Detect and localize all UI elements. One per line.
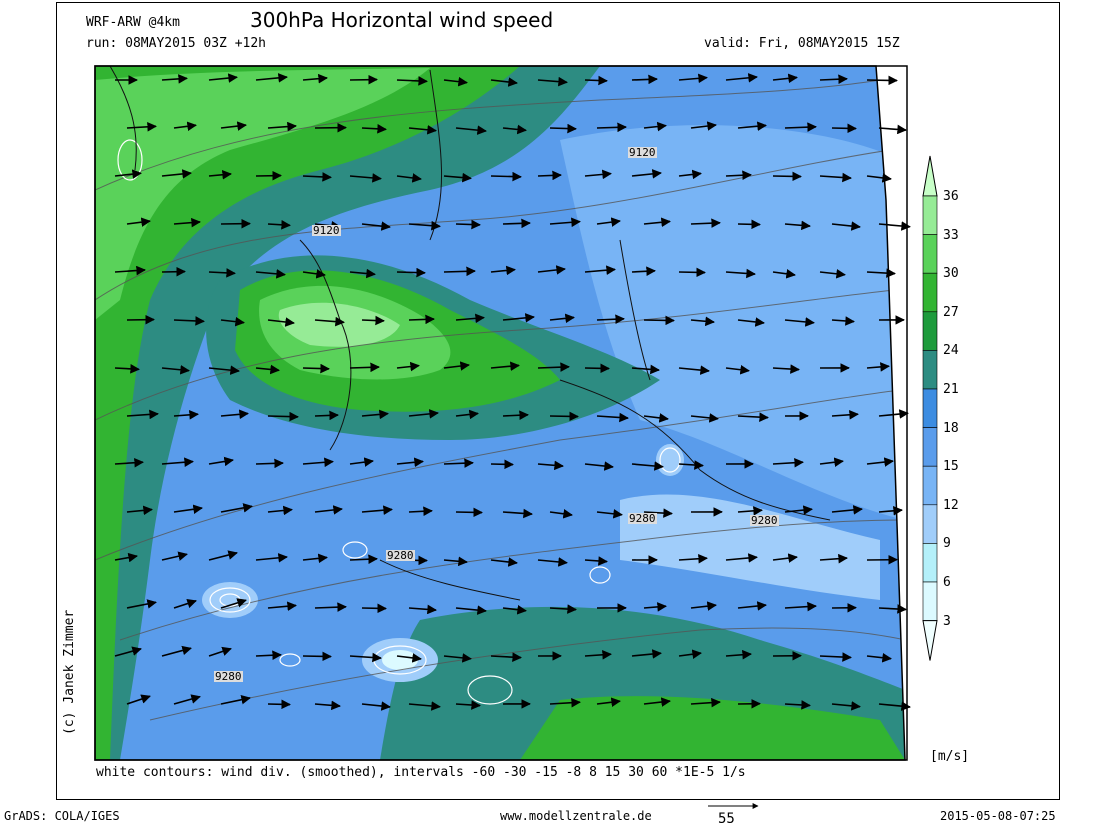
wind-arrow — [268, 704, 290, 705]
contour-label: 9120 — [312, 225, 341, 236]
wind-arrow — [538, 175, 561, 176]
author-credit: (c) Janek Zimmer — [62, 610, 77, 735]
wind-arrow — [444, 271, 475, 272]
wind-arrow — [409, 319, 434, 320]
wind-arrow — [550, 128, 576, 129]
wind-arrow — [550, 416, 578, 417]
wind-arrow — [350, 367, 379, 368]
colorbar-tick-label: 6 — [943, 575, 951, 590]
wind-arrow — [644, 320, 674, 321]
wind-arrow — [585, 368, 609, 369]
colorbar-tick-label: 12 — [943, 498, 959, 513]
timestamp: 2015-05-08-07:25 — [940, 810, 1056, 822]
colorbar-tick-label: 27 — [943, 305, 959, 320]
grads-credit: GrADS: COLA/IGES — [4, 810, 120, 822]
colorbar-segment — [923, 389, 937, 428]
colorbar — [923, 156, 937, 661]
website-url: www.modellzentrale.de — [500, 810, 652, 822]
wind-arrow — [362, 608, 386, 609]
wind-arrow — [268, 416, 298, 417]
wind-arrow — [632, 79, 657, 80]
wind-arrow — [867, 80, 897, 81]
colorbar-segment — [923, 196, 937, 235]
wind-arrow — [303, 368, 329, 369]
wind-arrow — [597, 127, 626, 128]
contour-label: 9280 — [628, 513, 657, 524]
colorbar-segment — [923, 273, 937, 312]
contour-label: 9280 — [214, 671, 243, 682]
colorbar-segment — [923, 428, 937, 467]
colorbar-top-arrow — [923, 156, 937, 196]
colorbar-tick-label: 30 — [943, 266, 959, 281]
wind-arrow — [679, 272, 705, 273]
colorbar-tick-label: 24 — [943, 343, 959, 358]
colorbar-tick-label: 3 — [943, 614, 951, 629]
contour-label: 9280 — [386, 550, 415, 561]
wind-arrow — [585, 80, 607, 81]
colorbar-segment — [923, 543, 937, 582]
wind-arrow — [256, 463, 283, 464]
wind-arrow — [397, 272, 425, 273]
wind-arrow — [315, 415, 338, 416]
colorbar-segment — [923, 505, 937, 544]
colorbar-tick-label: 21 — [943, 382, 959, 397]
colorbar-tick-label: 33 — [943, 228, 959, 243]
wind-arrow — [879, 128, 906, 130]
wind-arrow — [456, 224, 480, 225]
wind-arrow — [491, 176, 521, 177]
colorbar-segment — [923, 350, 937, 389]
wind-arrow — [738, 224, 760, 225]
units-label: [m/s] — [930, 750, 969, 763]
wind-arrow — [303, 656, 331, 657]
colorbar-segment — [923, 582, 937, 621]
colorbar-segment — [923, 235, 937, 274]
colorbar-tick-label: 15 — [943, 459, 959, 474]
colorbar-segment — [923, 312, 937, 351]
wind-arrow — [503, 223, 530, 224]
colorbar-tick-label: 36 — [943, 189, 959, 204]
colorbar-tick-label: 9 — [943, 536, 951, 551]
contour-label: 9280 — [750, 515, 779, 526]
wind-arrow — [491, 464, 513, 465]
contour-label: 9120 — [628, 147, 657, 158]
wind-arrow — [832, 128, 856, 129]
divergence-caption: white contours: wind div. (smoothed), in… — [96, 766, 746, 779]
wind-arrow — [362, 320, 384, 321]
colorbar-tick-label: 18 — [943, 421, 959, 436]
colorbar-segment — [923, 466, 937, 505]
wind-arrow — [773, 176, 801, 177]
colorbar-bottom-arrow — [923, 621, 937, 661]
wind-arrow — [456, 512, 482, 513]
